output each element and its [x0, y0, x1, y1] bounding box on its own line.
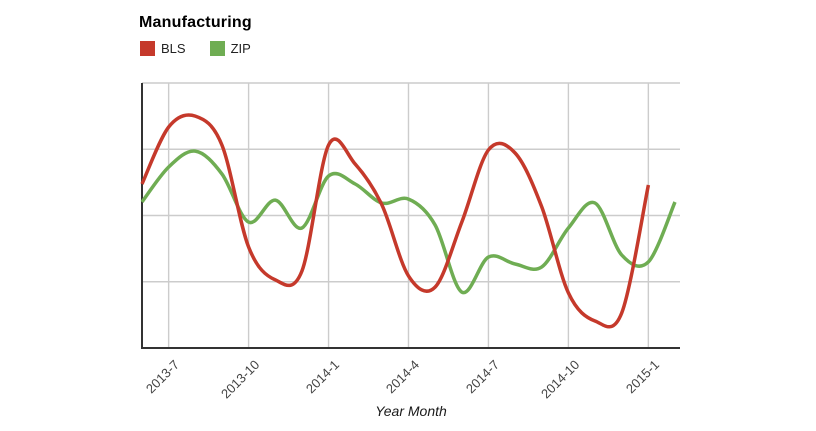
zip-legend-label: ZIP: [230, 41, 251, 56]
chart-title: Manufacturing: [139, 14, 252, 31]
bls-legend-swatch: [140, 41, 155, 56]
chart-legend: BLS ZIP: [140, 41, 251, 56]
legend-item-bls: BLS: [140, 41, 186, 56]
bls-legend-label: BLS: [161, 41, 186, 56]
zip-legend-swatch: [209, 41, 225, 56]
x-axis-title: Year Month: [375, 403, 447, 419]
legend-item-zip: ZIP: [209, 41, 251, 56]
